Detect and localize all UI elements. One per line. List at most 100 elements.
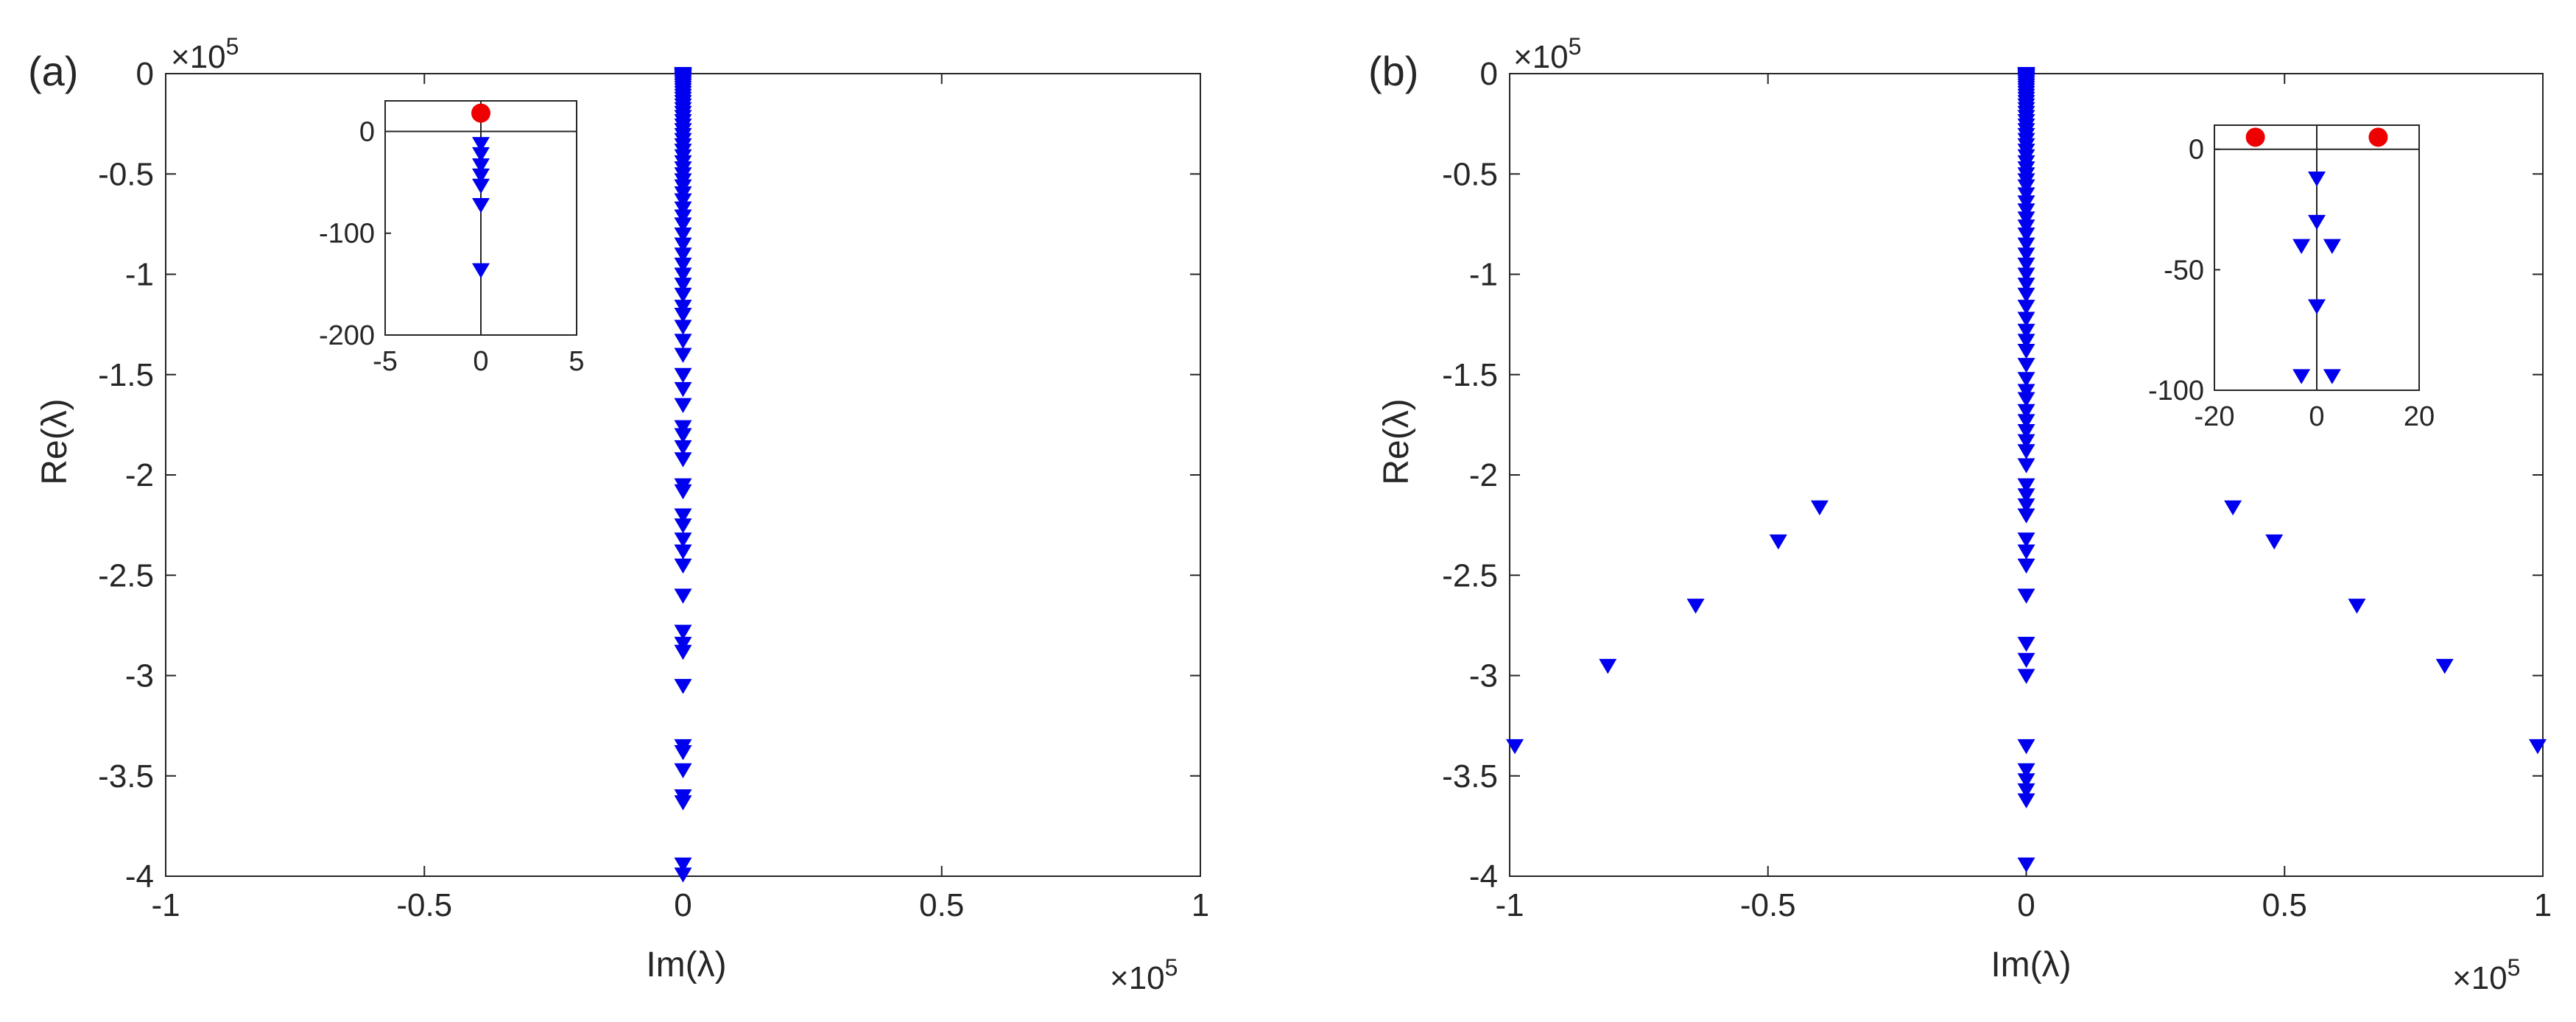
data-point-triangle [2017, 392, 2035, 407]
data-point-triangle [674, 308, 692, 323]
data-point-triangle [2017, 414, 2035, 429]
y-tick-label: -3 [125, 658, 154, 694]
data-point-triangle [674, 228, 692, 243]
data-point-triangle [674, 544, 692, 560]
panel-b: (b) ×105 ×105 Im(λ) Re(λ) -1 -0.5 0 0.5 10-0… [1368, 33, 2552, 996]
data-point-triangle [1599, 658, 1617, 674]
data-point-triangle [674, 644, 692, 660]
x-multiplier-base: ×10 [2452, 960, 2508, 996]
data-point-triangle [2017, 311, 2035, 327]
data-point-triangle [2017, 203, 2035, 219]
y-tick-label: -4 [1469, 859, 1498, 895]
data-point-triangle [674, 857, 692, 873]
x-multiplier-exponent: 5 [2508, 954, 2521, 981]
data-point-triangle [2017, 344, 2035, 359]
y-tick-label: -3.5 [98, 758, 154, 794]
data-point-triangle [674, 287, 692, 303]
inset-y-tick-label: -50 [2164, 255, 2204, 286]
data-point-triangle [674, 518, 692, 534]
inset-point-triangle [2292, 239, 2311, 255]
data-point-triangle [2017, 267, 2035, 283]
y-tick-label: 0 [1480, 56, 1498, 92]
y-tick-label: -0.5 [98, 156, 154, 192]
x-tick-label: 0 [674, 887, 691, 923]
data-point-triangle [1686, 599, 1705, 614]
inset-y-tick-label: -100 [2148, 376, 2204, 406]
x-multiplier-base: ×10 [1110, 960, 1165, 996]
data-point-triangle [2017, 544, 2035, 560]
y-tick-label: -1 [1469, 257, 1498, 293]
inset-point-triangle [2323, 369, 2341, 384]
y-tick-label: 0 [136, 56, 154, 92]
data-point-triangle [2017, 434, 2035, 450]
data-point-triangle [2017, 219, 2035, 235]
data-point-triangle [674, 267, 692, 283]
data-point-triangle [2017, 763, 2035, 778]
data-point-triangle [674, 334, 692, 349]
x-tick-label: 0.5 [919, 887, 964, 923]
data-point-triangle [2528, 739, 2547, 755]
svg-text:×105: ×105 [171, 33, 239, 75]
svg-text:×105: ×105 [2452, 954, 2520, 996]
data-point-triangle [674, 795, 692, 811]
data-point-triangle [1810, 500, 1829, 515]
y-tick-label: -1 [125, 257, 154, 293]
inset-point-triangle [472, 178, 490, 194]
panel-a: (a) ×105 ×105 Im(λ) Re(λ) -1 -0.5 0 0.5 10-0… [28, 33, 1209, 996]
inset-x-tick-label: 5 [569, 346, 584, 377]
inset-point-triangle [2292, 369, 2311, 384]
data-point-triangle [674, 588, 692, 604]
x-tick-label: -0.5 [396, 887, 452, 923]
inset-x-tick-label: 20 [2404, 401, 2435, 432]
data-point-triangle [674, 398, 692, 414]
y-tick-label: -2 [125, 457, 154, 493]
data-point-triangle [2017, 773, 2035, 789]
data-point-triangle [2017, 384, 2035, 399]
data-point-triangle [674, 440, 692, 456]
data-point-triangle [2017, 247, 2035, 263]
inset-point-circle [471, 103, 490, 123]
data-point-triangle [674, 452, 692, 468]
inset-point-triangle [472, 158, 490, 174]
data-point-triangle [2017, 444, 2035, 459]
inset-x-tick-label: 0 [473, 346, 488, 377]
inset-y-tick-label: -200 [319, 320, 375, 351]
x-tick-label: 0 [2017, 887, 2035, 923]
data-point-triangle [674, 532, 692, 548]
data-point-triangle [2017, 458, 2035, 473]
data-point-triangle [674, 381, 692, 398]
data-point-triangle [674, 278, 692, 293]
data-point-triangle [2017, 636, 2035, 652]
x-axis-label: Im(λ) [1991, 945, 2071, 984]
data-point-triangle [2017, 211, 2035, 227]
data-point-triangle [2017, 187, 2035, 202]
y-multiplier: ×105 [1513, 33, 1581, 75]
data-point-triangle [674, 428, 692, 443]
data-point-triangle [2017, 300, 2035, 315]
data-point-triangle [674, 636, 692, 652]
data-point-triangle [2017, 334, 2035, 349]
inset-point-triangle [2308, 299, 2326, 314]
inset-y-tick-label: 0 [359, 116, 375, 147]
y-tick-label: -0.5 [1442, 156, 1498, 192]
y-tick-label: -2.5 [98, 557, 154, 593]
inset-point-circle [2245, 127, 2265, 147]
data-point-triangle [2017, 228, 2035, 243]
inset-y-tick-label: -100 [319, 219, 375, 250]
inset-axes: -20 0 20 0 -50 -100 [2148, 124, 2435, 432]
y-multiplier-base: ×10 [1513, 39, 1569, 75]
data-point-triangle [2348, 599, 2366, 614]
data-point-triangle [2017, 488, 2035, 504]
data-point-triangle [674, 193, 692, 209]
data-point-triangle [2017, 508, 2035, 524]
inset-x-tick-label: -5 [373, 346, 398, 377]
data-point-triangle [2017, 195, 2035, 211]
inset-point-triangle [472, 198, 490, 214]
y-tick-label: -1.5 [98, 357, 154, 393]
data-point-triangle [2017, 558, 2035, 574]
data-point-triangle [674, 247, 692, 263]
data-point-triangle [2017, 793, 2035, 808]
y-tick-label: -2 [1469, 457, 1498, 493]
data-point-triangle [674, 624, 692, 640]
